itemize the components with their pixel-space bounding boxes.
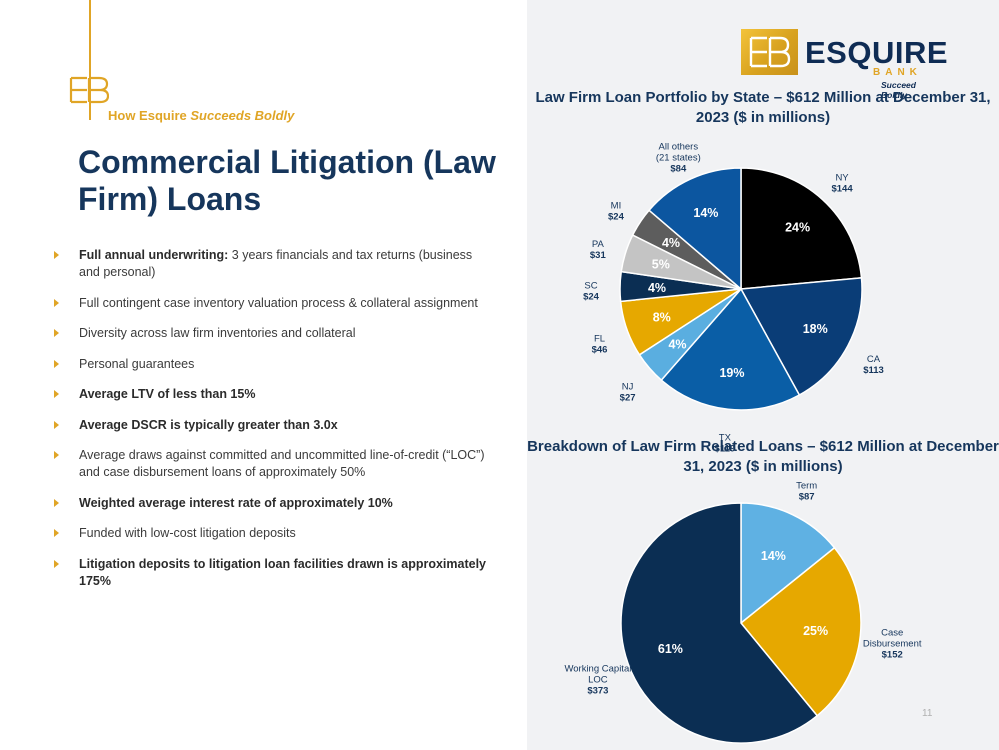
bullet-arrow-icon <box>54 559 59 568</box>
bullet-text: Personal guarantees <box>79 356 195 371</box>
slice-percent-label: 4% <box>648 281 666 295</box>
bullet-text: Funded with low-cost litigation deposits <box>79 526 296 540</box>
bullet-arrow-icon <box>54 251 59 259</box>
bullet-bold-text: Average DSCR is typically greater than 3… <box>79 417 338 432</box>
bullet-text: 3 years financials and tax returns (busi… <box>79 248 473 279</box>
slice-percent-label: 14% <box>761 549 786 563</box>
slice-category-label: NJ $27 <box>620 382 636 404</box>
slice-category-label: SC $24 <box>583 280 600 302</box>
bullet-item: Litigation deposits to litigation loan f… <box>54 556 494 590</box>
bullet-bold-text: Average LTV of less than 15% <box>79 387 256 401</box>
bullet-arrow-icon <box>54 451 59 459</box>
bullet-item: Weighted average interest rate of approx… <box>54 495 494 512</box>
eb-monogram-icon <box>69 76 109 104</box>
bullet-item: Average draws against committed and unco… <box>54 447 494 481</box>
slice-percent-label: 4% <box>662 236 680 250</box>
slice-category-label: CA $113 <box>863 354 884 376</box>
slice-category-label: NY $144 <box>831 173 853 195</box>
bullet-arrow-icon <box>54 298 59 307</box>
bullet-arrow-icon <box>54 498 59 507</box>
pie-slice-ny <box>740 167 863 290</box>
bullet-item: Funded with low-cost litigation deposits <box>54 525 494 542</box>
logo-bank-label: BANK <box>873 67 922 78</box>
bullet-text: Diversity across law firm inventories an… <box>79 326 356 340</box>
bullet-bold-text: Litigation deposits to litigation loan f… <box>79 556 487 588</box>
bullet-item: Average DSCR is typically greater than 3… <box>54 417 494 434</box>
slice-category-label: MI $24 <box>608 201 625 223</box>
slice-percent-label: 5% <box>652 257 670 271</box>
slice-category-label: Case Disbursement $152 <box>863 628 922 661</box>
accent-line <box>89 0 91 120</box>
slice-percent-label: 4% <box>668 337 686 351</box>
slice-category-label: FL $46 <box>592 333 608 355</box>
logo-tagline: Succeed Boldly <box>881 80 916 100</box>
slice-category-label: Working Capital LOC $373 <box>564 663 631 696</box>
slice-category-label: TX $119 <box>715 433 736 455</box>
pie-charts: 24% NY $144 18% CA $113 19% TX $119 4% NJ $27 8% FL $4… <box>564 142 922 744</box>
tagline: How Esquire Succeeds Boldly <box>108 108 295 123</box>
slice-category-label: PA $31 <box>590 239 607 261</box>
bullet-arrow-icon <box>54 359 59 368</box>
pie-slice-all-others-21-states <box>648 167 742 291</box>
bullet-list: Full annual underwriting: 3 years financ… <box>54 247 494 603</box>
chart-title-state: Law Firm Loan Portfolio by State – $612 … <box>535 89 991 126</box>
bullet-item: Personal guarantees <box>54 356 494 373</box>
bullet-bold-text: Weighted average interest rate of approx… <box>79 495 393 510</box>
bullet-item: Full annual underwriting: 3 years financ… <box>54 247 494 281</box>
slice-percent-label: 14% <box>693 206 718 220</box>
bullet-item: Diversity across law firm inventories an… <box>54 325 494 342</box>
pie-slice-ca <box>739 277 863 397</box>
pie-slice-working-capital-loc <box>620 502 819 744</box>
bullet-text: Average draws against committed and unco… <box>79 448 485 479</box>
bullet-arrow-icon <box>54 390 59 398</box>
slice-percent-label: 61% <box>658 642 683 656</box>
esquire-bank-logo: ESQUIRE BANK Succeed Boldly <box>741 29 948 100</box>
bullet-arrow-icon <box>54 329 59 337</box>
chart-title-loan-type: Breakdown of Law Firm Related Loans – $6… <box>527 438 999 475</box>
slice-percent-label: 25% <box>803 624 828 638</box>
slice-percent-label: 18% <box>803 322 828 336</box>
slice-percent-label: 24% <box>785 220 810 234</box>
pie-slice-term <box>740 502 836 625</box>
bullet-item: Full contingent case inventory valuation… <box>54 295 494 312</box>
bullet-item: Average LTV of less than 15% <box>54 386 494 403</box>
bullet-arrow-icon <box>54 420 59 429</box>
pie-slice-tx <box>660 287 801 411</box>
bullet-text: Full contingent case inventory valuation… <box>79 295 478 310</box>
slice-category-label: All others (21 states) $84 <box>656 142 701 175</box>
bullet-bold-text: Full annual underwriting: <box>79 248 229 262</box>
bullet-arrow-icon <box>54 529 59 537</box>
slice-percent-label: 19% <box>719 366 744 380</box>
slice-category-label: Term $87 <box>796 480 817 502</box>
slice-percent-label: 8% <box>653 310 671 324</box>
page-number: 11 <box>922 708 933 719</box>
logo-mark-icon <box>741 29 798 75</box>
page-title: Commercial Litigation (Law Firm) Loans <box>78 144 496 217</box>
pie-slice-case-disbursement <box>739 546 862 717</box>
logo-wordmark: ESQUIRE <box>805 35 949 70</box>
